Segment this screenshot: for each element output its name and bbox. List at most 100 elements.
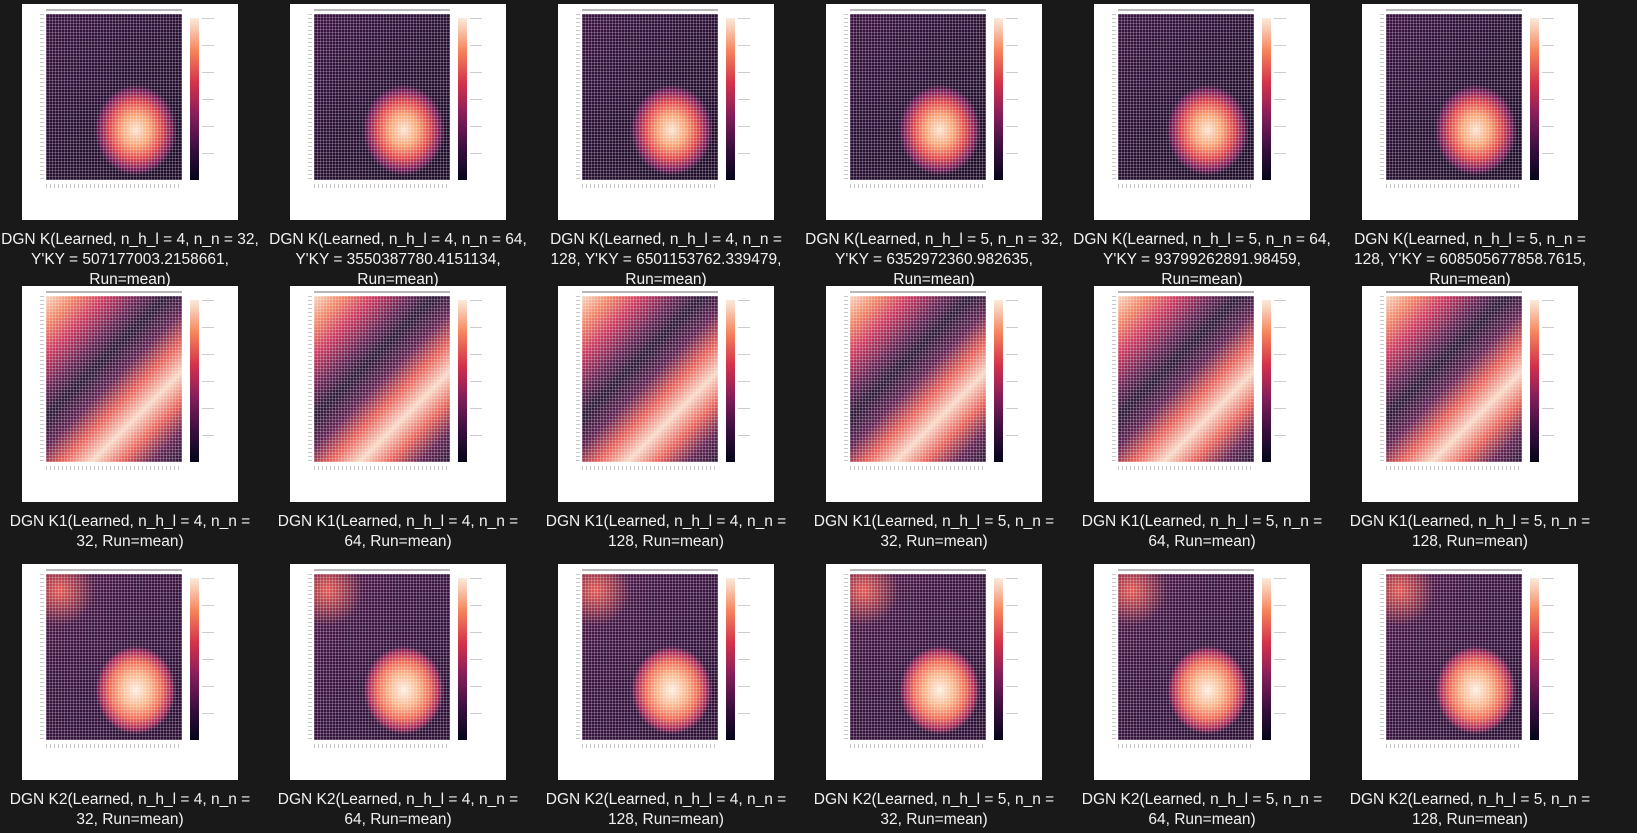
heatmap-title-line	[850, 9, 986, 11]
file-thumbnail-item[interactable]: DGN K2(Learned, n_h_l = 4, n_n = 128, Ru…	[536, 564, 796, 830]
file-thumbnail-item[interactable]: DGN K2(Learned, n_h_l = 5, n_n = 128, Ru…	[1340, 564, 1600, 830]
heatmap-thumbnail-image[interactable]	[826, 564, 1042, 780]
heatmap-thumbnail-image[interactable]	[1362, 286, 1578, 502]
file-thumbnail-item[interactable]: DGN K(Learned, n_h_l = 5, n_n = 32, Y'KY…	[804, 4, 1064, 290]
heatmap-y-ticks	[576, 574, 580, 740]
heatmap-colorbar	[458, 18, 467, 180]
heatmap-title-line	[46, 569, 182, 571]
heatmap-x-ticks	[582, 466, 718, 470]
heatmap-matrix	[1118, 14, 1254, 180]
heatmap-colorbar	[726, 300, 735, 462]
heatmap-thumbnail-image[interactable]	[22, 4, 238, 220]
heatmap-colorbar	[190, 578, 199, 740]
heatmap-title-line	[1118, 291, 1254, 293]
file-name-label[interactable]: DGN K2(Learned, n_h_l = 4, n_n = 32, Run…	[9, 791, 251, 828]
file-name-label[interactable]: DGN K1(Learned, n_h_l = 4, n_n = 128, Ru…	[545, 513, 787, 550]
file-thumbnail-item[interactable]: DGN K2(Learned, n_h_l = 4, n_n = 32, Run…	[0, 564, 260, 830]
file-name-label[interactable]: DGN K1(Learned, n_h_l = 4, n_n = 32, Run…	[9, 513, 251, 550]
heatmap-thumbnail-image[interactable]	[558, 286, 774, 502]
file-thumbnail-item[interactable]: DGN K(Learned, n_h_l = 4, n_n = 32, Y'KY…	[0, 4, 260, 290]
file-name-label[interactable]: DGN K(Learned, n_h_l = 4, n_n = 128, Y'K…	[550, 231, 782, 288]
heatmap-y-ticks	[1380, 14, 1384, 180]
file-thumbnail-item[interactable]: DGN K2(Learned, n_h_l = 5, n_n = 64, Run…	[1072, 564, 1332, 830]
file-thumbnail-item[interactable]: DGN K1(Learned, n_h_l = 4, n_n = 64, Run…	[268, 286, 528, 552]
heatmap-x-ticks	[850, 744, 986, 748]
heatmap-thumbnail-image[interactable]	[558, 4, 774, 220]
file-thumbnail-item[interactable]: DGN K1(Learned, n_h_l = 5, n_n = 64, Run…	[1072, 286, 1332, 552]
heatmap-thumbnail-image[interactable]	[290, 286, 506, 502]
file-name-label[interactable]: DGN K1(Learned, n_h_l = 5, n_n = 32, Run…	[813, 513, 1055, 550]
heatmap-x-ticks	[1118, 184, 1254, 188]
heatmap-matrix	[46, 574, 182, 740]
file-name-label[interactable]: DGN K2(Learned, n_h_l = 5, n_n = 64, Run…	[1081, 791, 1323, 828]
heatmap-thumbnail-image[interactable]	[1094, 286, 1310, 502]
heatmap-colorbar	[1530, 578, 1539, 740]
heatmap-x-ticks	[1118, 466, 1254, 470]
file-name-label[interactable]: DGN K(Learned, n_h_l = 5, n_n = 32, Y'KY…	[805, 231, 1063, 288]
file-name-label[interactable]: DGN K2(Learned, n_h_l = 4, n_n = 128, Ru…	[545, 791, 787, 828]
heatmap-title-line	[46, 9, 182, 11]
heatmap-thumbnail-image[interactable]	[290, 564, 506, 780]
file-name-label[interactable]: DGN K1(Learned, n_h_l = 5, n_n = 128, Ru…	[1349, 513, 1591, 550]
heatmap-title-line	[314, 9, 450, 11]
file-name-label[interactable]: DGN K2(Learned, n_h_l = 4, n_n = 64, Run…	[277, 791, 519, 828]
colorbar-ticks	[1542, 18, 1554, 180]
file-thumbnail-item[interactable]: DGN K(Learned, n_h_l = 4, n_n = 128, Y'K…	[536, 4, 796, 290]
file-thumbnail-item[interactable]: DGN K1(Learned, n_h_l = 4, n_n = 32, Run…	[0, 286, 260, 552]
heatmap-thumbnail-image[interactable]	[1094, 564, 1310, 780]
heatmap-matrix	[850, 574, 986, 740]
heatmap-y-ticks	[308, 14, 312, 180]
heatmap-matrix	[582, 574, 718, 740]
heatmap-title-line	[1118, 569, 1254, 571]
heatmap-x-ticks	[314, 466, 450, 470]
colorbar-ticks	[1542, 300, 1554, 462]
heatmap-thumbnail-image[interactable]	[1362, 564, 1578, 780]
colorbar-ticks	[1274, 578, 1286, 740]
file-thumbnail-item[interactable]: DGN K(Learned, n_h_l = 5, n_n = 64, Y'KY…	[1072, 4, 1332, 290]
heatmap-title-line	[314, 291, 450, 293]
heatmap-matrix	[46, 14, 182, 180]
heatmap-title-line	[850, 291, 986, 293]
heatmap-thumbnail-image[interactable]	[22, 286, 238, 502]
heatmap-colorbar	[994, 18, 1003, 180]
file-name-label[interactable]: DGN K2(Learned, n_h_l = 5, n_n = 32, Run…	[813, 791, 1055, 828]
colorbar-ticks	[1006, 18, 1018, 180]
file-thumbnail-item[interactable]: DGN K2(Learned, n_h_l = 4, n_n = 64, Run…	[268, 564, 528, 830]
heatmap-thumbnail-image[interactable]	[1362, 4, 1578, 220]
heatmap-y-ticks	[308, 296, 312, 462]
heatmap-y-ticks	[576, 296, 580, 462]
file-name-label[interactable]: DGN K2(Learned, n_h_l = 5, n_n = 128, Ru…	[1349, 791, 1591, 828]
heatmap-title-line	[582, 9, 718, 11]
heatmap-matrix	[1118, 574, 1254, 740]
colorbar-ticks	[1006, 578, 1018, 740]
file-name-label[interactable]: DGN K(Learned, n_h_l = 5, n_n = 128, Y'K…	[1353, 231, 1587, 288]
file-thumbnail-item[interactable]: DGN K1(Learned, n_h_l = 5, n_n = 32, Run…	[804, 286, 1064, 552]
heatmap-thumbnail-image[interactable]	[290, 4, 506, 220]
file-thumbnail-item[interactable]: DGN K1(Learned, n_h_l = 5, n_n = 128, Ru…	[1340, 286, 1600, 552]
heatmap-x-ticks	[46, 466, 182, 470]
heatmap-y-ticks	[1380, 296, 1384, 462]
heatmap-thumbnail-image[interactable]	[826, 4, 1042, 220]
file-name-label[interactable]: DGN K(Learned, n_h_l = 4, n_n = 32, Y'KY…	[1, 231, 259, 288]
heatmap-thumbnail-image[interactable]	[558, 564, 774, 780]
file-name-label[interactable]: DGN K1(Learned, n_h_l = 4, n_n = 64, Run…	[277, 513, 519, 550]
heatmap-colorbar	[1530, 18, 1539, 180]
heatmap-matrix	[314, 14, 450, 180]
heatmap-x-ticks	[850, 466, 986, 470]
heatmap-y-ticks	[1380, 574, 1384, 740]
heatmap-thumbnail-image[interactable]	[1094, 4, 1310, 220]
heatmap-thumbnail-image[interactable]	[826, 286, 1042, 502]
heatmap-thumbnail-image[interactable]	[22, 564, 238, 780]
file-name-label[interactable]: DGN K(Learned, n_h_l = 5, n_n = 64, Y'KY…	[1073, 231, 1331, 288]
heatmap-y-ticks	[40, 574, 44, 740]
heatmap-x-ticks	[582, 744, 718, 748]
heatmap-title-line	[1118, 9, 1254, 11]
file-name-label[interactable]: DGN K(Learned, n_h_l = 4, n_n = 64, Y'KY…	[269, 231, 527, 288]
file-thumbnail-item[interactable]: DGN K1(Learned, n_h_l = 4, n_n = 128, Ru…	[536, 286, 796, 552]
heatmap-matrix	[582, 14, 718, 180]
file-thumbnail-item[interactable]: DGN K2(Learned, n_h_l = 5, n_n = 32, Run…	[804, 564, 1064, 830]
file-name-label[interactable]: DGN K1(Learned, n_h_l = 5, n_n = 64, Run…	[1081, 513, 1323, 550]
file-thumbnail-item[interactable]: DGN K(Learned, n_h_l = 4, n_n = 64, Y'KY…	[268, 4, 528, 290]
file-thumbnail-item[interactable]: DGN K(Learned, n_h_l = 5, n_n = 128, Y'K…	[1340, 4, 1600, 290]
heatmap-colorbar	[994, 578, 1003, 740]
